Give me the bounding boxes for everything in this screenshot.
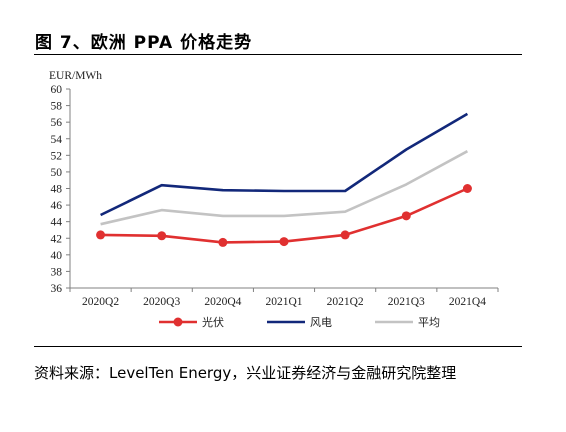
y-tick-label: 38 xyxy=(51,266,63,278)
x-tick-label: 2021Q2 xyxy=(327,296,364,308)
series-line xyxy=(100,112,469,217)
x-ticks: 2020Q2 2020Q3 2020Q4 2021Q1 2021Q2 2021Q3 2021… xyxy=(69,288,499,308)
y-tick-label: 50 xyxy=(51,167,63,179)
bottom-rule xyxy=(34,346,522,347)
y-tick-label: 60 xyxy=(51,84,63,96)
y-tick-label: 44 xyxy=(51,217,63,229)
figure-title: 图 7、欧洲 PPA 价格走势 xyxy=(35,33,253,53)
data-point xyxy=(462,184,472,193)
y-tick-label: 54 xyxy=(51,134,63,146)
y-tick-label: 46 xyxy=(51,200,63,212)
y-axis-label: EUR/MWh xyxy=(49,70,102,82)
data-point xyxy=(218,237,228,247)
axes xyxy=(69,89,498,289)
x-tick-label: 2021Q3 xyxy=(388,296,425,308)
y-tick-label: 58 xyxy=(51,101,63,113)
series-lines xyxy=(96,112,472,247)
line-chart: EUR/MWh 36 38 40 42 44 46 48 50 52 54 56 58 60 2020Q… xyxy=(49,70,499,329)
y-tick-label: 40 xyxy=(51,250,63,262)
y-ticks: 36 38 40 42 44 46 48 50 52 54 56 58 60 xyxy=(51,84,70,295)
top-rule xyxy=(34,54,522,55)
y-tick-label: 48 xyxy=(51,184,63,196)
legend-label: 平均 xyxy=(418,316,440,329)
data-point xyxy=(340,230,350,240)
legend-marker xyxy=(173,317,183,327)
y-tick-label: 56 xyxy=(51,117,63,129)
legend-label: 光伏 xyxy=(202,315,224,329)
y-tick-label: 52 xyxy=(51,150,63,162)
data-point xyxy=(96,230,106,240)
x-tick-label: 2020Q4 xyxy=(204,296,241,308)
x-tick-label: 2020Q2 xyxy=(82,296,119,308)
source-note: 资料来源：LevelTen Energy，兴业证券经济与金融研究院整理 xyxy=(34,364,457,382)
x-tick-label: 2021Q4 xyxy=(449,296,486,308)
legend: 光伏 风电 平均 xyxy=(159,315,440,329)
data-point xyxy=(157,231,167,241)
x-tick-label: 2021Q1 xyxy=(265,296,302,308)
series-line xyxy=(100,150,469,226)
y-tick-label: 36 xyxy=(51,283,63,295)
x-tick-label: 2020Q3 xyxy=(143,296,180,308)
y-tick-label: 42 xyxy=(51,233,63,245)
legend-label: 风电 xyxy=(310,316,332,329)
data-point xyxy=(279,237,289,247)
data-point xyxy=(401,211,411,221)
